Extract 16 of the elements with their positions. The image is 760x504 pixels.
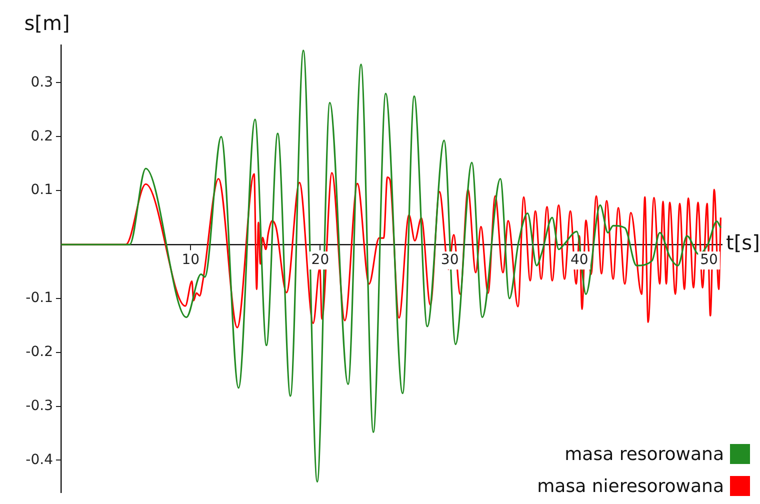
y-tick-label: 0.3 <box>30 74 53 90</box>
x-tick-label: 20 <box>311 252 330 268</box>
legend-label: masa nieresorowana <box>537 476 724 496</box>
y-tick-label: -0.2 <box>26 344 53 360</box>
y-tick-label: -0.4 <box>26 452 54 468</box>
y-tick-label: -0.3 <box>26 398 53 414</box>
y-tick-label: -0.1 <box>26 290 53 306</box>
x-tick-label: 50 <box>700 252 718 268</box>
x-tick-label: 30 <box>440 252 459 268</box>
legend-label: masa resorowana <box>564 444 724 464</box>
x-tick-label: 40 <box>570 252 588 268</box>
x-axis-title: t[s] <box>726 230 760 255</box>
y-axis-title: s[m] <box>24 11 70 36</box>
y-tick-label: 0.2 <box>30 128 53 144</box>
y-tick-label: 0.1 <box>30 182 53 198</box>
x-tick-label: 10 <box>182 252 200 268</box>
